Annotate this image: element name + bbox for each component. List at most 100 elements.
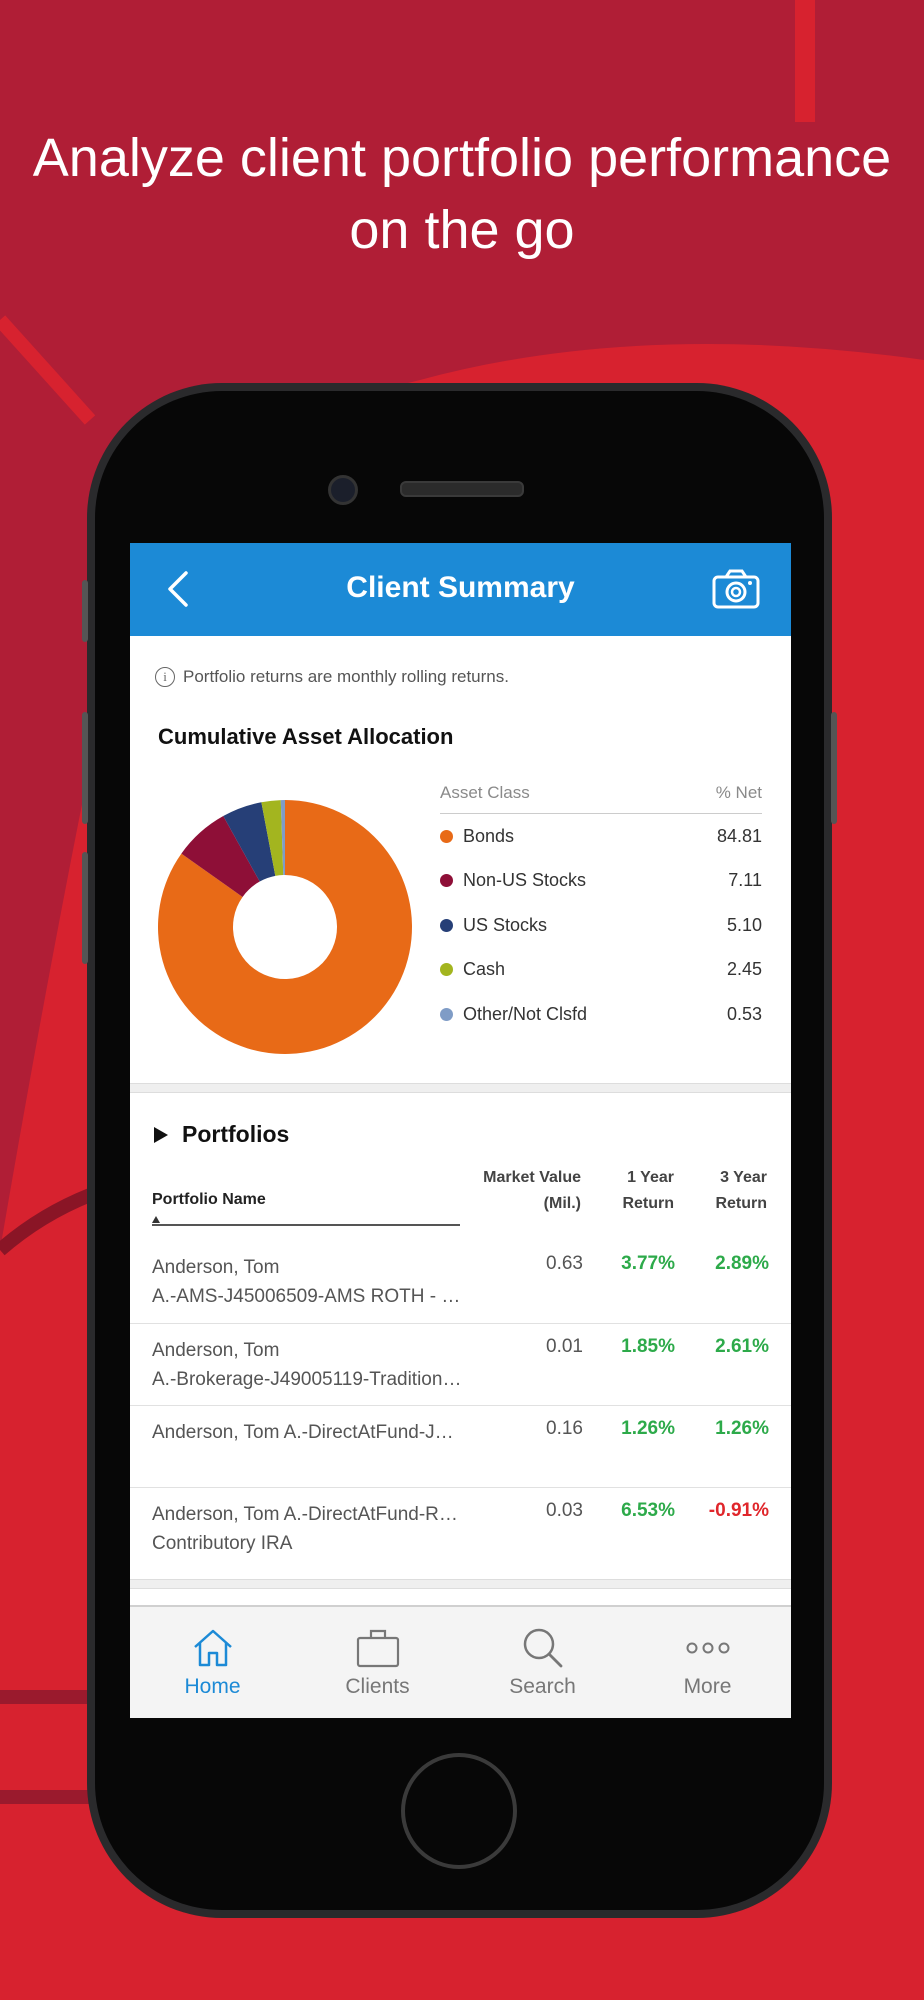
one-year-return: 6.53%: [621, 1500, 675, 1521]
portfolio-name: Anderson, Tom A.-DirectAtFund-Roth Contr…: [152, 1500, 464, 1558]
portfolio-name: Anderson, Tom A.-AMS-J45006509-AMS ROTH …: [152, 1253, 464, 1311]
legend-row: Cash 2.45: [440, 948, 762, 993]
earpiece-speaker: [400, 481, 524, 497]
legend-dot: [440, 874, 453, 888]
legend-row: Other/Not Clsfd 0.53: [440, 992, 762, 1037]
volume-up-button: [82, 712, 88, 824]
portfolio-name-line: Anderson, Tom: [152, 1340, 280, 1361]
search-icon: [523, 1628, 563, 1668]
camera-icon[interactable]: [712, 567, 760, 611]
portfolio-name-line: Anderson, Tom: [152, 1257, 280, 1278]
section-divider: [130, 1579, 791, 1589]
mute-switch: [82, 580, 88, 642]
column-header-line: (Mil.): [543, 1195, 581, 1212]
legend-value: 0.53: [726, 1003, 762, 1024]
legend-value: 5.10: [726, 914, 762, 935]
portfolio-name-line: Anderson, Tom A.-DirectAtFund-Joint: [152, 1422, 464, 1443]
column-header-line: Return: [622, 1195, 674, 1212]
legend-label: Bonds: [463, 825, 515, 846]
column-header-3y-return[interactable]: 3 Year Return: [715, 1165, 767, 1217]
column-header-portfolio-name[interactable]: Portfolio Name: [152, 1191, 266, 1208]
volume-down-button: [82, 852, 88, 964]
legend-header-pct-net: % Net: [715, 783, 762, 802]
tab-bar: Home Clients Search: [130, 1605, 791, 1718]
market-value: 0.16: [546, 1418, 583, 1439]
tab-more[interactable]: More: [625, 1607, 790, 1718]
page-title: Client Summary: [346, 571, 575, 604]
tab-search[interactable]: Search: [460, 1607, 625, 1718]
legend-row: Non-US Stocks 7.11: [440, 859, 762, 904]
legend-dot: [440, 1007, 453, 1021]
legend-dot: [440, 918, 453, 932]
one-year-return: 1.85%: [621, 1336, 675, 1357]
portfolios-toggle[interactable]: Portfolios: [154, 1121, 289, 1148]
allocation-title: Cumulative Asset Allocation: [158, 724, 454, 749]
three-year-return: 1.26%: [715, 1418, 769, 1439]
one-year-return: 1.26%: [621, 1418, 675, 1439]
tab-label: Search: [509, 1675, 576, 1698]
legend-value: 84.81: [716, 825, 762, 846]
expand-triangle-icon: [154, 1126, 168, 1143]
column-header-line: Return: [715, 1195, 767, 1212]
legend-label: Other/Not Clsfd: [463, 1003, 588, 1024]
legend-label: Cash: [463, 959, 506, 980]
app-screen: Client Summary i Portfolio returns are m…: [130, 543, 791, 1718]
donut-slice-other-not-clsfd: [280, 800, 285, 876]
portfolio-name-line: A.-AMS-J45006509-AMS ROTH - Q…: [152, 1286, 464, 1307]
column-header-line: Market Value: [483, 1169, 581, 1186]
table-row[interactable]: Anderson, Tom A.-DirectAtFund-Roth Contr…: [130, 1487, 791, 1570]
column-header-line: 1 Year: [627, 1169, 674, 1186]
more-dots-icon: [686, 1642, 730, 1654]
headline-line-1: Analyze client portfolio performance: [32, 128, 892, 188]
navbar: Client Summary: [130, 543, 791, 636]
allocation-donut-chart: [157, 800, 412, 1054]
legend-row: Bonds 84.81: [440, 814, 762, 859]
briefcase-icon: [356, 1629, 400, 1668]
legend-label: US Stocks: [463, 914, 548, 935]
portfolio-name-line: Anderson, Tom A.-DirectAtFund-Roth: [152, 1504, 464, 1525]
legend-header: Asset Class % Net: [440, 783, 762, 814]
table-row[interactable]: Anderson, Tom A.-AMS-J45006509-AMS ROTH …: [130, 1241, 791, 1323]
legend-row: US Stocks 5.10: [440, 903, 762, 948]
table-row[interactable]: Anderson, Tom A.-DirectAtFund-Joint 0.16…: [130, 1405, 791, 1488]
tab-label: More: [683, 1675, 732, 1698]
tab-home[interactable]: Home: [130, 1607, 295, 1718]
tab-label: Home: [184, 1675, 241, 1698]
donut-slice-cash: [261, 800, 284, 876]
portfolios-title: Portfolios: [182, 1121, 290, 1147]
legend-dot: [440, 963, 453, 977]
market-value: 0.63: [546, 1253, 583, 1274]
legend-dot: [440, 829, 453, 843]
legend-header-asset-class: Asset Class: [440, 783, 530, 802]
tab-label: Clients: [345, 1675, 410, 1698]
section-divider: [130, 1083, 791, 1093]
info-icon: i: [155, 667, 175, 687]
portfolio-name-line: Contributory IRA: [152, 1533, 293, 1554]
chevron-left-icon[interactable]: [162, 569, 194, 609]
info-note-text: Portfolio returns are monthly rolling re…: [183, 667, 509, 686]
donut-slice-bonds: [157, 800, 412, 1054]
portfolio-name-line: A.-Brokerage-J49005119-Traditiona…: [152, 1369, 464, 1390]
column-header-market-value[interactable]: Market Value (Mil.): [483, 1165, 581, 1217]
home-button[interactable]: [401, 1753, 517, 1869]
legend-label: Non-US Stocks: [463, 870, 587, 891]
headline: Analyze client portfolio performance on …: [0, 122, 924, 266]
headline-line-2: on the go: [349, 200, 575, 260]
three-year-return: 2.89%: [715, 1253, 769, 1274]
portfolio-name: Anderson, Tom A.-DirectAtFund-Joint: [152, 1418, 464, 1447]
table-row[interactable]: Anderson, Tom A.-Brokerage-J49005119-Tra…: [130, 1323, 791, 1406]
info-note: i Portfolio returns are monthly rolling …: [155, 667, 509, 687]
column-header-1y-return[interactable]: 1 Year Return: [622, 1165, 674, 1217]
one-year-return: 3.77%: [621, 1253, 675, 1274]
market-value: 0.03: [546, 1500, 583, 1521]
home-icon: [194, 1629, 232, 1667]
three-year-return: 2.61%: [715, 1336, 769, 1357]
sort-ascending-icon: [152, 1216, 160, 1223]
legend-value: 2.45: [726, 959, 762, 980]
allocation-legend: Asset Class % Net Bonds 84.81 Non-US Sto…: [440, 783, 762, 1037]
portfolio-name: Anderson, Tom A.-Brokerage-J49005119-Tra…: [152, 1336, 464, 1394]
donut-slice-us-stocks: [223, 802, 276, 882]
tab-clients[interactable]: Clients: [295, 1607, 460, 1718]
column-header-line: 3 Year: [720, 1169, 767, 1186]
